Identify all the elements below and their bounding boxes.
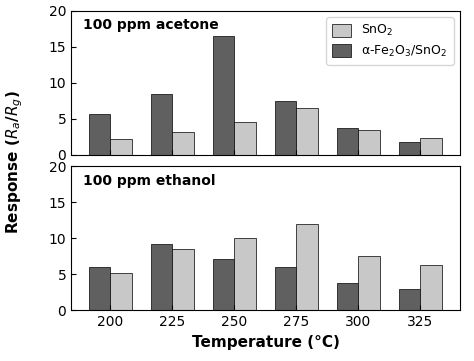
X-axis label: Temperature (°C): Temperature (°C) xyxy=(191,335,339,350)
Bar xyxy=(296,108,318,155)
Bar xyxy=(399,142,420,155)
Bar xyxy=(110,273,132,310)
Bar xyxy=(275,267,296,310)
Bar xyxy=(420,138,442,155)
Bar xyxy=(358,130,380,155)
Bar xyxy=(420,265,442,310)
Bar xyxy=(275,101,296,155)
Bar xyxy=(89,266,110,310)
Bar xyxy=(151,94,173,155)
Bar xyxy=(337,283,358,310)
Bar xyxy=(89,114,110,155)
Bar xyxy=(213,259,235,310)
Bar xyxy=(110,139,132,155)
Bar xyxy=(151,244,173,310)
Bar xyxy=(213,36,235,155)
Text: Response ($R_a$/$R_{g}$): Response ($R_a$/$R_{g}$) xyxy=(4,91,25,234)
Bar xyxy=(173,249,194,310)
Bar xyxy=(235,122,256,155)
Bar xyxy=(358,256,380,310)
Bar xyxy=(235,238,256,310)
Bar xyxy=(296,224,318,310)
Legend: SnO$_2$, α-Fe$_2$O$_3$/SnO$_2$: SnO$_2$, α-Fe$_2$O$_3$/SnO$_2$ xyxy=(326,17,454,65)
Text: 100 ppm ethanol: 100 ppm ethanol xyxy=(83,174,215,188)
Bar xyxy=(399,289,420,310)
Bar xyxy=(337,128,358,155)
Bar xyxy=(173,132,194,155)
Text: 100 ppm acetone: 100 ppm acetone xyxy=(83,18,219,32)
